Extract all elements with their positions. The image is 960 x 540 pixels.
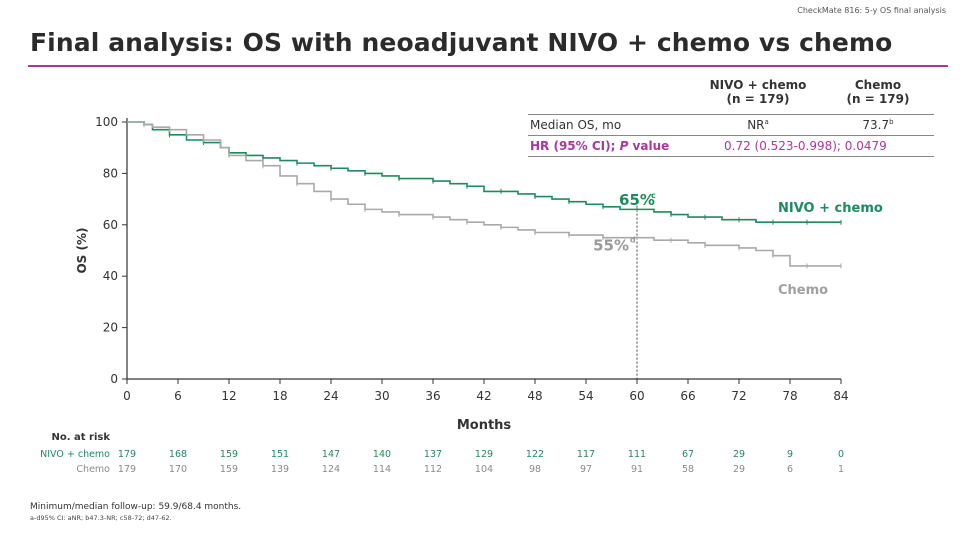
median-os-chemo: 73.7b xyxy=(828,115,928,135)
risk-cell-chemo: 58 xyxy=(682,464,694,475)
x-tick-label: 42 xyxy=(476,389,491,403)
risk-cell-chemo: 104 xyxy=(475,464,493,475)
deck-header-tag: CheckMate 816: 5-y OS final analysis xyxy=(797,6,946,15)
km-curve-chemo xyxy=(127,121,841,267)
x-tick-label: 12 xyxy=(221,389,236,403)
chart-axes: 0 20 40 60 80 100 0 6 12 18 24 30 36 42 48 54 60 66 72 78 84… xyxy=(75,115,849,433)
stats-col-nivo: NIVO + chemo (n = 179) xyxy=(698,78,818,106)
x-tick-label: 36 xyxy=(425,389,440,403)
y-tick-label: 20 xyxy=(103,321,118,335)
stats-col-chemo: Chemo (n = 179) xyxy=(828,78,928,106)
stats-table: NIVO + chemo (n = 179) Chemo (n = 179) M… xyxy=(528,78,934,157)
x-tick-label: 60 xyxy=(629,389,644,403)
hr-label-a: HR (95% CI); xyxy=(530,139,620,153)
median-os-chemo-value: 73.7 xyxy=(862,118,890,132)
risk-cell-chemo: 159 xyxy=(220,464,238,475)
x-axis-title: Months xyxy=(457,418,512,433)
annotation-nivo-60mo: 65% xyxy=(619,191,655,209)
risk-cell-chemo: 97 xyxy=(580,464,592,475)
risk-cell-nivo: 151 xyxy=(271,449,289,460)
risk-table: No. at risk NIVO + chemo 179 168 159 151 147 14… xyxy=(40,432,844,475)
risk-cell-chemo: 1 xyxy=(838,464,844,475)
risk-cell-chemo: 179 xyxy=(118,464,136,475)
annotation-chemo-60mo: 55% xyxy=(593,237,629,255)
x-tick-label: 78 xyxy=(782,389,797,403)
risk-cell-nivo: 0 xyxy=(838,449,844,460)
hr-value: 0.72 (0.523-0.998); 0.0479 xyxy=(724,139,887,153)
hr-label-c: value xyxy=(628,139,670,153)
risk-cell-nivo: 129 xyxy=(475,449,493,460)
median-os-nivo: NRa xyxy=(698,115,818,135)
y-tick-label: 60 xyxy=(103,218,118,232)
x-tick-label: 72 xyxy=(731,389,746,403)
stats-row-hr: HR (95% CI); P value 0.72 (0.523-0.998);… xyxy=(528,135,934,157)
x-tick-label: 54 xyxy=(578,389,593,403)
footnotes: a-d95% CI: aNR; b47.3-NR; c58-72; d47-62… xyxy=(30,514,172,522)
risk-cell-chemo: 29 xyxy=(733,464,745,475)
footer: Minimum/median follow-up: 59.9/68.4 mont… xyxy=(30,502,241,522)
risk-table-heading: No. at risk xyxy=(52,432,111,443)
risk-cell-chemo: 114 xyxy=(373,464,391,475)
median-os-label: Median OS, mo xyxy=(530,118,622,132)
stats-col-chemo-n: (n = 179) xyxy=(846,92,910,106)
risk-cell-nivo: 137 xyxy=(424,449,442,460)
page-title: Final analysis: OS with neoadjuvant NIVO… xyxy=(30,28,893,57)
title-divider xyxy=(28,65,948,67)
x-tick-label: 6 xyxy=(174,389,182,403)
y-tick-label: 0 xyxy=(110,372,118,386)
risk-cell-chemo: 91 xyxy=(631,464,643,475)
risk-cell-nivo: 67 xyxy=(682,449,694,460)
median-os-chemo-sup: b xyxy=(889,118,894,126)
series-label-nivo: NIVO + chemo xyxy=(778,201,883,216)
median-os-nivo-value: NR xyxy=(747,118,765,132)
risk-row-label-chemo: Chemo xyxy=(76,464,110,475)
risk-cell-nivo: 117 xyxy=(577,449,595,460)
x-tick-label: 48 xyxy=(527,389,542,403)
chart-curves xyxy=(127,121,842,269)
risk-cell-nivo: 122 xyxy=(526,449,544,460)
x-tick-label: 18 xyxy=(272,389,287,403)
risk-cell-chemo: 170 xyxy=(169,464,187,475)
risk-cell-nivo: 179 xyxy=(118,449,136,460)
annotation-nivo-sup: c xyxy=(651,191,656,200)
series-label-chemo: Chemo xyxy=(778,283,828,298)
risk-cell-nivo: 9 xyxy=(787,449,793,460)
y-tick-label: 40 xyxy=(103,269,118,283)
x-tick-label: 30 xyxy=(374,389,389,403)
km-curve-nivo xyxy=(127,121,841,224)
risk-row-label-nivo: NIVO + chemo xyxy=(40,449,110,460)
y-tick-label: 100 xyxy=(95,115,118,129)
risk-cell-chemo: 139 xyxy=(271,464,289,475)
stats-col-chemo-name: Chemo xyxy=(854,78,902,92)
risk-cell-nivo: 159 xyxy=(220,449,238,460)
x-tick-label: 84 xyxy=(833,389,848,403)
risk-cell-nivo: 140 xyxy=(373,449,391,460)
stats-row-median-os: Median OS, mo NRa 73.7b xyxy=(528,114,934,135)
risk-cell-nivo: 168 xyxy=(169,449,187,460)
annotation-chemo-sup: d xyxy=(630,236,636,245)
median-os-nivo-sup: a xyxy=(764,118,769,126)
hr-label-p: P xyxy=(619,139,629,153)
risk-cell-chemo: 98 xyxy=(529,464,541,475)
y-tick-label: 80 xyxy=(103,166,118,180)
follow-up-note: Minimum/median follow-up: 59.9/68.4 mont… xyxy=(30,502,242,512)
stats-header: NIVO + chemo (n = 179) Chemo (n = 179) xyxy=(528,78,934,114)
chart-labels: 65%c 55% d NIVO + chemo Chemo xyxy=(593,191,883,298)
risk-cell-chemo: 6 xyxy=(787,464,793,475)
hr-label: HR (95% CI); P value xyxy=(530,136,669,156)
stats-col-nivo-n: (n = 179) xyxy=(726,92,790,106)
x-tick-label: 0 xyxy=(123,389,131,403)
stats-col-nivo-name: NIVO + chemo xyxy=(709,78,807,92)
x-tick-label: 24 xyxy=(323,389,338,403)
risk-cell-chemo: 124 xyxy=(322,464,340,475)
x-tick-label: 66 xyxy=(680,389,695,403)
risk-cell-nivo: 147 xyxy=(322,449,340,460)
risk-cell-nivo: 111 xyxy=(628,449,646,460)
risk-cell-nivo: 29 xyxy=(733,449,745,460)
risk-cell-chemo: 112 xyxy=(424,464,442,475)
y-axis-title: OS (%) xyxy=(75,227,89,273)
